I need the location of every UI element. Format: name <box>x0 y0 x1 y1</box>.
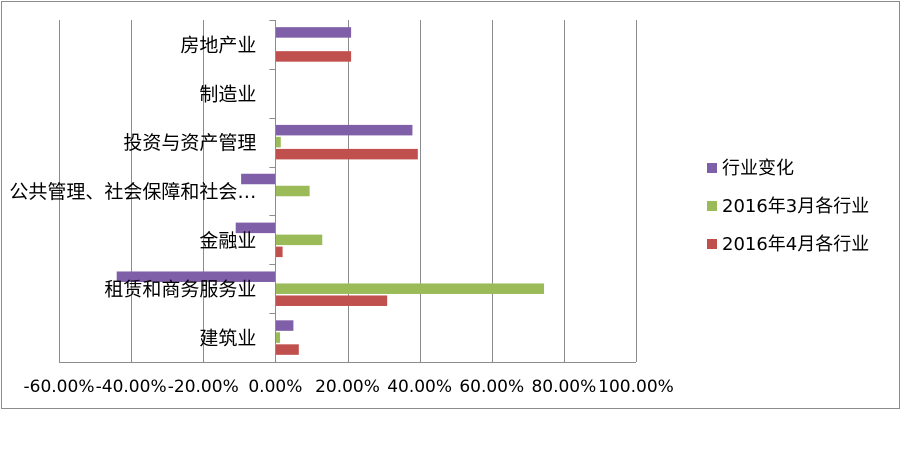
x-tick-label: -60.00% <box>24 377 95 397</box>
x-tick-label: 60.00% <box>459 377 524 397</box>
x-tick-label: -40.00% <box>96 377 167 397</box>
chart-frame <box>1 1 900 409</box>
x-tick-label: 80.00% <box>531 377 596 397</box>
category-label: 金融业 <box>199 230 256 252</box>
bar-0-2 <box>275 124 413 136</box>
bar-1-2 <box>275 136 281 148</box>
x-tick-label: 0.00% <box>248 377 302 397</box>
legend-label-1: 2016年3月各行业 <box>722 196 869 217</box>
legend-label-2: 2016年4月各行业 <box>722 234 869 255</box>
bar-1-5 <box>275 283 545 294</box>
bar-1-4 <box>275 234 323 246</box>
x-tick-label: 20.00% <box>315 377 380 397</box>
legend-label-0: 行业变化 <box>722 158 794 179</box>
grid-layer <box>59 20 637 362</box>
bars-layer <box>116 27 545 355</box>
category-label: 租赁和商务服务业 <box>104 279 256 301</box>
bar-2-5 <box>275 295 388 306</box>
category-label: 房地产业 <box>180 34 256 56</box>
bar-2-6 <box>275 344 299 355</box>
category-label: 公共管理、社会保障和社会… <box>9 181 256 203</box>
legend-swatch-1 <box>707 201 717 211</box>
bar-2-2 <box>275 148 418 160</box>
x-tick-label: 100.00% <box>598 377 674 397</box>
bar-0-5 <box>116 271 276 282</box>
category-label: 投资与资产管理 <box>123 132 256 154</box>
bar-0-6 <box>275 320 294 331</box>
bar-0-4 <box>235 222 276 234</box>
legend-swatch-0 <box>707 163 717 173</box>
bar-0-3 <box>241 173 276 185</box>
labels-layer: -60.00% -40.00% -20.00% 0.00% 20.00% 40.00% 60… <box>9 34 673 397</box>
bar-2-4 <box>275 246 283 258</box>
bar-1-3 <box>275 185 310 197</box>
x-tick-label: -20.00% <box>168 377 239 397</box>
x-tick-label: 40.00% <box>387 377 452 397</box>
bar-1-6 <box>275 332 281 343</box>
legend-swatch-2 <box>707 239 717 249</box>
category-label: 制造业 <box>199 83 256 105</box>
axis-layer <box>59 20 636 363</box>
bar-2-0 <box>275 51 352 62</box>
category-label: 建筑业 <box>199 328 256 350</box>
bar-0-0 <box>275 27 352 38</box>
legend-layer: 行业变化 2016年3月各行业 2016年4月各行业 <box>707 158 869 255</box>
